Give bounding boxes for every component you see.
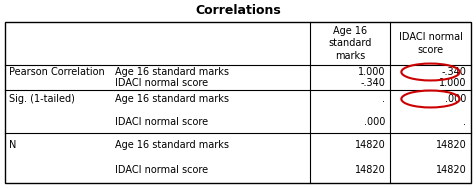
Text: 14820: 14820 <box>355 165 385 175</box>
Text: Age 16 standard marks: Age 16 standard marks <box>115 140 229 150</box>
Text: IDACI normal
score: IDACI normal score <box>398 32 463 55</box>
Text: N: N <box>9 140 16 150</box>
Text: Sig. (1-tailed): Sig. (1-tailed) <box>9 94 75 104</box>
Text: IDACI normal score: IDACI normal score <box>115 117 208 127</box>
Text: Correlations: Correlations <box>195 4 281 17</box>
Text: IDACI normal score: IDACI normal score <box>115 78 208 88</box>
Text: .000: .000 <box>364 117 385 127</box>
Text: 14820: 14820 <box>436 140 466 150</box>
Text: .000: .000 <box>445 94 466 104</box>
Text: 1.000: 1.000 <box>439 78 466 88</box>
Text: -.340: -.340 <box>441 67 466 77</box>
Text: 14820: 14820 <box>436 165 466 175</box>
Text: .: . <box>382 94 385 104</box>
Text: IDACI normal score: IDACI normal score <box>115 165 208 175</box>
Text: Age 16 standard marks: Age 16 standard marks <box>115 67 229 77</box>
Text: 14820: 14820 <box>355 140 385 150</box>
Text: Pearson Correlation: Pearson Correlation <box>9 67 105 77</box>
Text: 1.000: 1.000 <box>358 67 385 77</box>
Text: Age 16
standard
marks: Age 16 standard marks <box>328 26 372 61</box>
Text: -.340: -.340 <box>360 78 385 88</box>
Text: Age 16 standard marks: Age 16 standard marks <box>115 94 229 104</box>
Text: .: . <box>463 117 466 127</box>
